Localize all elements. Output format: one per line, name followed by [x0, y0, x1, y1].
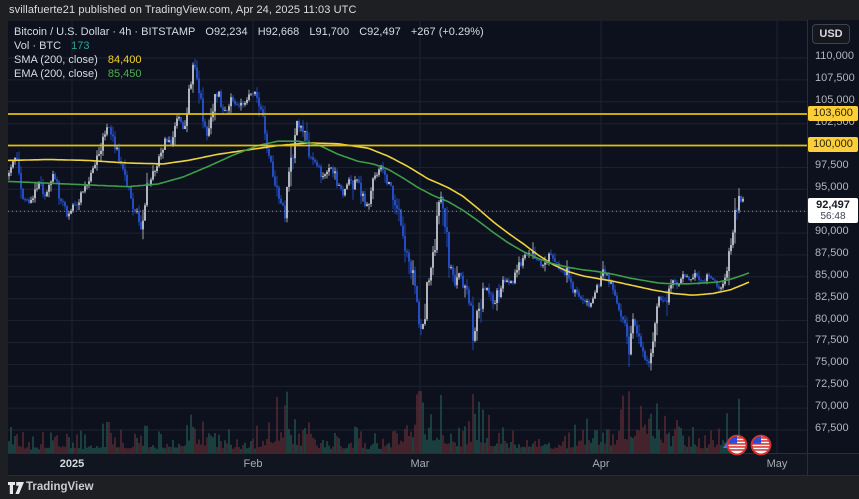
price-tick-label: 75,000	[815, 356, 849, 368]
last-price-value: 92,497	[816, 199, 850, 211]
ema-label: EMA (200, close)	[14, 68, 98, 80]
tradingview-logo-icon	[8, 482, 24, 494]
price-tick-label: 107,500	[815, 72, 855, 84]
axis-corner	[807, 453, 859, 476]
sma-value: 84,400	[107, 54, 142, 66]
ohlc-high-key: H	[257, 26, 266, 38]
chart-pane[interactable]: Bitcoin / U.S. Dollar · 4h · BITSTAMP O9…	[8, 20, 807, 456]
price-tick-label: 110,000	[815, 50, 854, 62]
time-tick-label: Mar	[410, 458, 430, 470]
us-flag-icon	[750, 434, 772, 456]
price-tick-label: 87,500	[815, 247, 849, 259]
change-value: +267 (+0.29%)	[410, 26, 484, 38]
price-tick-label: 67,500	[815, 422, 849, 434]
legend-volume-row[interactable]: Vol · BTC 173	[14, 39, 484, 53]
level-price-label: 103,600	[808, 106, 858, 121]
price-chart-canvas[interactable]	[8, 21, 807, 454]
time-axis[interactable]: 2025 Feb Mar Apr May	[8, 453, 807, 476]
ohlc-high-value: 92,668	[265, 26, 300, 38]
price-tick-label: 85,000	[815, 269, 849, 281]
ema-value: 85,450	[107, 68, 142, 80]
price-tick-label: 72,500	[815, 378, 849, 390]
us-economic-event-icon[interactable]	[726, 434, 748, 456]
legend-ema-row[interactable]: EMA (200, close) 85,450	[14, 67, 484, 81]
time-tick-label: 2025	[59, 458, 85, 470]
chart-legend: Bitcoin / U.S. Dollar · 4h · BITSTAMP O9…	[14, 25, 484, 81]
price-tick-label: 97,500	[815, 159, 849, 171]
symbol-title: Bitcoin / U.S. Dollar · 4h · BITSTAMP	[14, 26, 196, 38]
us-flag-icon	[726, 434, 748, 456]
time-tick-label: Apr	[592, 458, 610, 470]
price-tick-label: 95,000	[815, 181, 849, 193]
ohlc-open-key: O	[205, 26, 214, 38]
ohlc-low-value: 91,700	[315, 26, 350, 38]
price-axis[interactable]: USD 110,000107,500105,000102,500100,0009…	[807, 20, 859, 453]
last-price-label: 92,497 56:48	[808, 198, 858, 223]
ohlc-low-key: L	[309, 26, 316, 38]
sma-label: SMA (200, close)	[14, 54, 98, 66]
legend-symbol-row[interactable]: Bitcoin / U.S. Dollar · 4h · BITSTAMP O9…	[14, 25, 484, 39]
brand-name: TradingView	[26, 481, 94, 493]
ohlc-open-value: 92,234	[213, 26, 248, 38]
ohlc-close-value: 92,497	[367, 26, 401, 38]
price-tick-label: 77,500	[815, 334, 849, 346]
price-tick-label: 105,000	[815, 94, 855, 106]
legend-sma-row[interactable]: SMA (200, close) 84,400	[14, 53, 484, 67]
time-tick-label: Feb	[243, 458, 263, 470]
currency-toggle-button[interactable]: USD	[812, 24, 850, 44]
publish-attribution-text: svillafuerte21 published on TradingView.…	[9, 4, 357, 16]
bar-countdown: 56:48	[820, 211, 846, 222]
brand-footer: TradingView	[0, 477, 859, 499]
volume-label: Vol · BTC	[14, 40, 62, 52]
price-tick-label: 80,000	[815, 313, 849, 325]
level-price-label: 100,000	[808, 137, 858, 152]
price-tick-label: 70,000	[815, 400, 849, 412]
time-tick-label: May	[766, 458, 788, 470]
ohlc-close-key: C	[359, 26, 368, 38]
us-economic-event-icon[interactable]	[750, 434, 772, 456]
price-tick-label: 90,000	[815, 225, 849, 237]
publish-header: svillafuerte21 published on TradingView.…	[0, 0, 859, 20]
volume-value: 173	[71, 40, 90, 52]
price-tick-label: 82,500	[815, 291, 849, 303]
